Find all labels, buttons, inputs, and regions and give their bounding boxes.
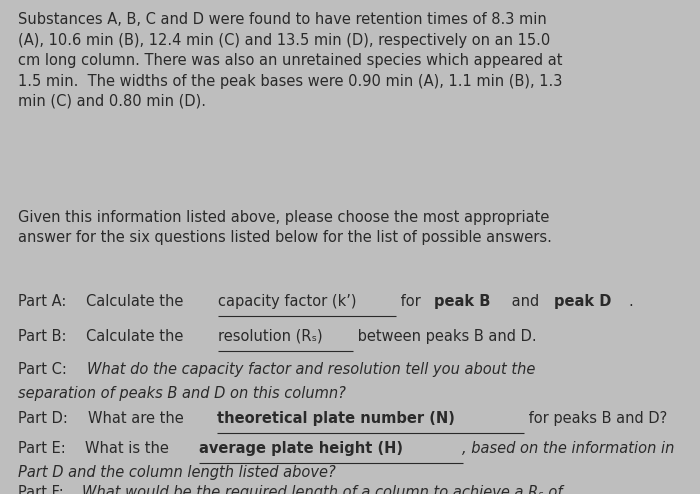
Text: Part A:: Part A: (18, 294, 71, 309)
Text: for peaks B and D?: for peaks B and D? (524, 411, 668, 426)
Text: for: for (396, 294, 426, 309)
Text: between peaks B and D.: between peaks B and D. (353, 329, 536, 343)
Text: Calculate the: Calculate the (86, 329, 188, 343)
Text: Part C:: Part C: (18, 362, 71, 376)
Text: average plate height (H): average plate height (H) (199, 441, 403, 455)
Text: .: . (629, 294, 634, 309)
Text: Part D:: Part D: (18, 411, 72, 426)
Text: Part D and the column length listed above?: Part D and the column length listed abov… (18, 465, 335, 480)
Text: Part B:: Part B: (18, 329, 71, 343)
Text: resolution (Rₛ): resolution (Rₛ) (218, 329, 322, 343)
Text: theoretical plate number (N): theoretical plate number (N) (217, 411, 455, 426)
Text: , based on the information in: , based on the information in (463, 441, 675, 455)
Text: What would be the required length of a column to achieve a Rₛ of: What would be the required length of a c… (83, 485, 563, 494)
Text: capacity factor (k’): capacity factor (k’) (218, 294, 356, 309)
Text: and: and (507, 294, 544, 309)
Text: Part E:: Part E: (18, 441, 70, 455)
Text: What are the: What are the (88, 411, 188, 426)
Text: What is the: What is the (85, 441, 174, 455)
Text: separation of peaks B and D on this column?: separation of peaks B and D on this colu… (18, 386, 345, 401)
Text: Substances A, B, C and D were found to have retention times of 8.3 min
(A), 10.6: Substances A, B, C and D were found to h… (18, 12, 562, 109)
Text: Calculate the: Calculate the (86, 294, 188, 309)
Text: peak D: peak D (554, 294, 612, 309)
Text: peak B: peak B (434, 294, 491, 309)
Text: Part F:: Part F: (18, 485, 68, 494)
Text: What do the capacity factor and resolution tell you about the: What do the capacity factor and resoluti… (87, 362, 535, 376)
Text: Given this information listed above, please choose the most appropriate
answer f: Given this information listed above, ple… (18, 210, 552, 246)
